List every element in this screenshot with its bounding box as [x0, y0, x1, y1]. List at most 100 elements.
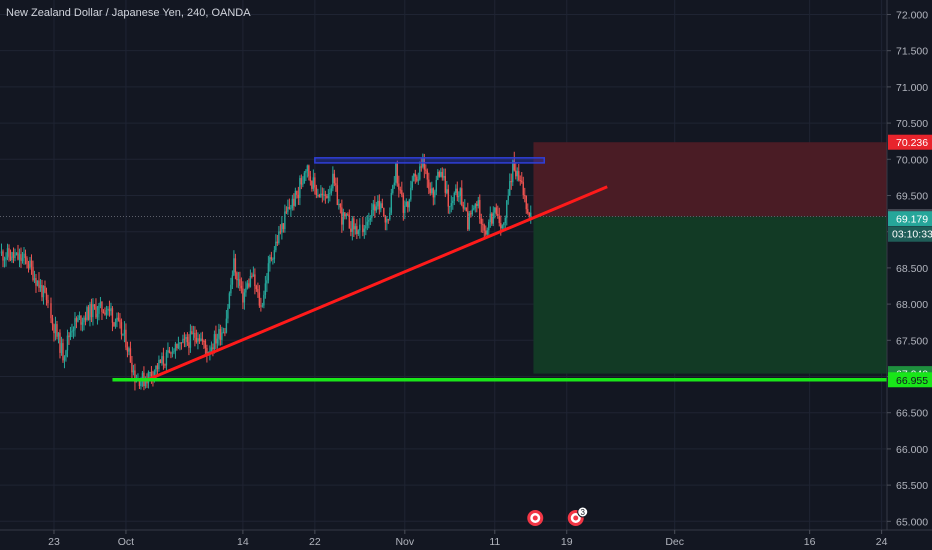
- candle-body: [239, 279, 241, 286]
- candle-body: [185, 336, 187, 339]
- candle-body: [194, 332, 196, 338]
- candle-body: [179, 342, 181, 344]
- candles: [0, 151, 532, 391]
- candle-body: [195, 337, 198, 342]
- candle-body: [413, 173, 415, 182]
- candle-body: [344, 212, 346, 217]
- candle-body: [314, 177, 316, 188]
- candle-body: [236, 272, 238, 281]
- candle-body: [404, 205, 406, 213]
- candle-body: [56, 324, 58, 337]
- candle-body: [417, 179, 420, 181]
- candle-body: [275, 241, 277, 251]
- candle-body: [189, 331, 192, 348]
- candle-body: [504, 217, 506, 224]
- candle-body: [279, 231, 282, 233]
- candle-body: [362, 224, 364, 233]
- event-marker-2[interactable]: 3: [567, 506, 589, 526]
- candle-body: [488, 222, 490, 231]
- candle-body: [414, 173, 417, 177]
- candle-body: [87, 307, 90, 320]
- candle-body: [383, 207, 385, 217]
- candle-body: [114, 321, 117, 327]
- candle-body: [503, 223, 505, 226]
- time-tick-label: 22: [309, 536, 321, 548]
- price-tick-label: 71.500: [896, 46, 928, 58]
- drawings[interactable]: [0, 157, 887, 382]
- candle-body: [288, 207, 291, 209]
- candle-body: [180, 342, 183, 344]
- candle-body: [0, 251, 3, 254]
- candle-body: [390, 192, 393, 213]
- candle-body: [263, 294, 265, 306]
- event-markers[interactable]: 3: [527, 506, 589, 526]
- candle-body: [24, 253, 27, 259]
- candle-body: [9, 256, 12, 261]
- candle-body: [20, 254, 22, 262]
- candle-body: [429, 188, 432, 193]
- ascending-trendline[interactable]: [147, 185, 608, 381]
- candle-body: [39, 284, 42, 288]
- price-tick-label: 70.000: [896, 154, 928, 166]
- candle-body: [266, 280, 268, 284]
- candle-body: [381, 203, 384, 208]
- candle-body: [221, 332, 223, 340]
- candle-body: [366, 221, 369, 226]
- candle-body: [12, 252, 15, 258]
- candle-body: [480, 218, 482, 225]
- candle-body: [354, 226, 357, 230]
- candle-body: [425, 169, 427, 171]
- candle-body: [444, 176, 446, 193]
- candle-body: [84, 317, 87, 321]
- candle-body: [264, 283, 267, 295]
- candle-body: [117, 317, 120, 320]
- event-marker-1[interactable]: [527, 510, 544, 526]
- time-tick-label: 11: [489, 536, 500, 548]
- candle-body: [155, 365, 157, 372]
- candle-body: [297, 194, 300, 198]
- candle-body: [177, 343, 180, 349]
- resistance-box[interactable]: [314, 157, 546, 164]
- candle-body: [495, 207, 497, 214]
- candle-body: [113, 322, 115, 327]
- candle-body: [57, 332, 60, 337]
- candle-body: [11, 252, 13, 261]
- candle-body: [296, 190, 298, 195]
- candle-body: [63, 356, 66, 361]
- candle-body: [387, 219, 390, 221]
- take-profit-zone: [533, 216, 887, 374]
- candle-body: [389, 212, 391, 220]
- candle-body: [29, 260, 31, 269]
- candle-body: [513, 160, 515, 171]
- candle-body: [83, 317, 85, 323]
- candle-body: [350, 228, 352, 232]
- candle-body: [309, 176, 312, 182]
- candle-body: [237, 279, 240, 281]
- price-label-box: [888, 134, 932, 150]
- candle-body: [482, 224, 484, 226]
- candle-body: [440, 171, 442, 177]
- price-tick-label: 65.500: [896, 480, 928, 492]
- candle-body: [222, 332, 225, 334]
- candle-body: [200, 338, 202, 341]
- candle-body: [51, 318, 54, 325]
- candle-body: [384, 216, 387, 223]
- candle-body: [41, 284, 43, 298]
- candle-body: [116, 317, 118, 322]
- candle-body: [165, 352, 168, 366]
- candle-body: [95, 306, 97, 318]
- candle-body: [510, 181, 512, 183]
- price-tick-label: 72.000: [896, 9, 928, 21]
- candle-body: [30, 260, 33, 267]
- candle-body: [248, 283, 250, 287]
- candle-body: [453, 192, 455, 201]
- candle-body: [486, 230, 488, 235]
- candle-body: [158, 359, 160, 370]
- candle-body: [102, 311, 105, 314]
- candle-body: [192, 332, 195, 334]
- candle-body: [219, 329, 222, 340]
- time-axis[interactable]: 23 Oct 14 22 Nov 11 19 Dec 16 24: [48, 530, 888, 548]
- candle-body: [131, 362, 133, 373]
- candle-body: [330, 188, 333, 193]
